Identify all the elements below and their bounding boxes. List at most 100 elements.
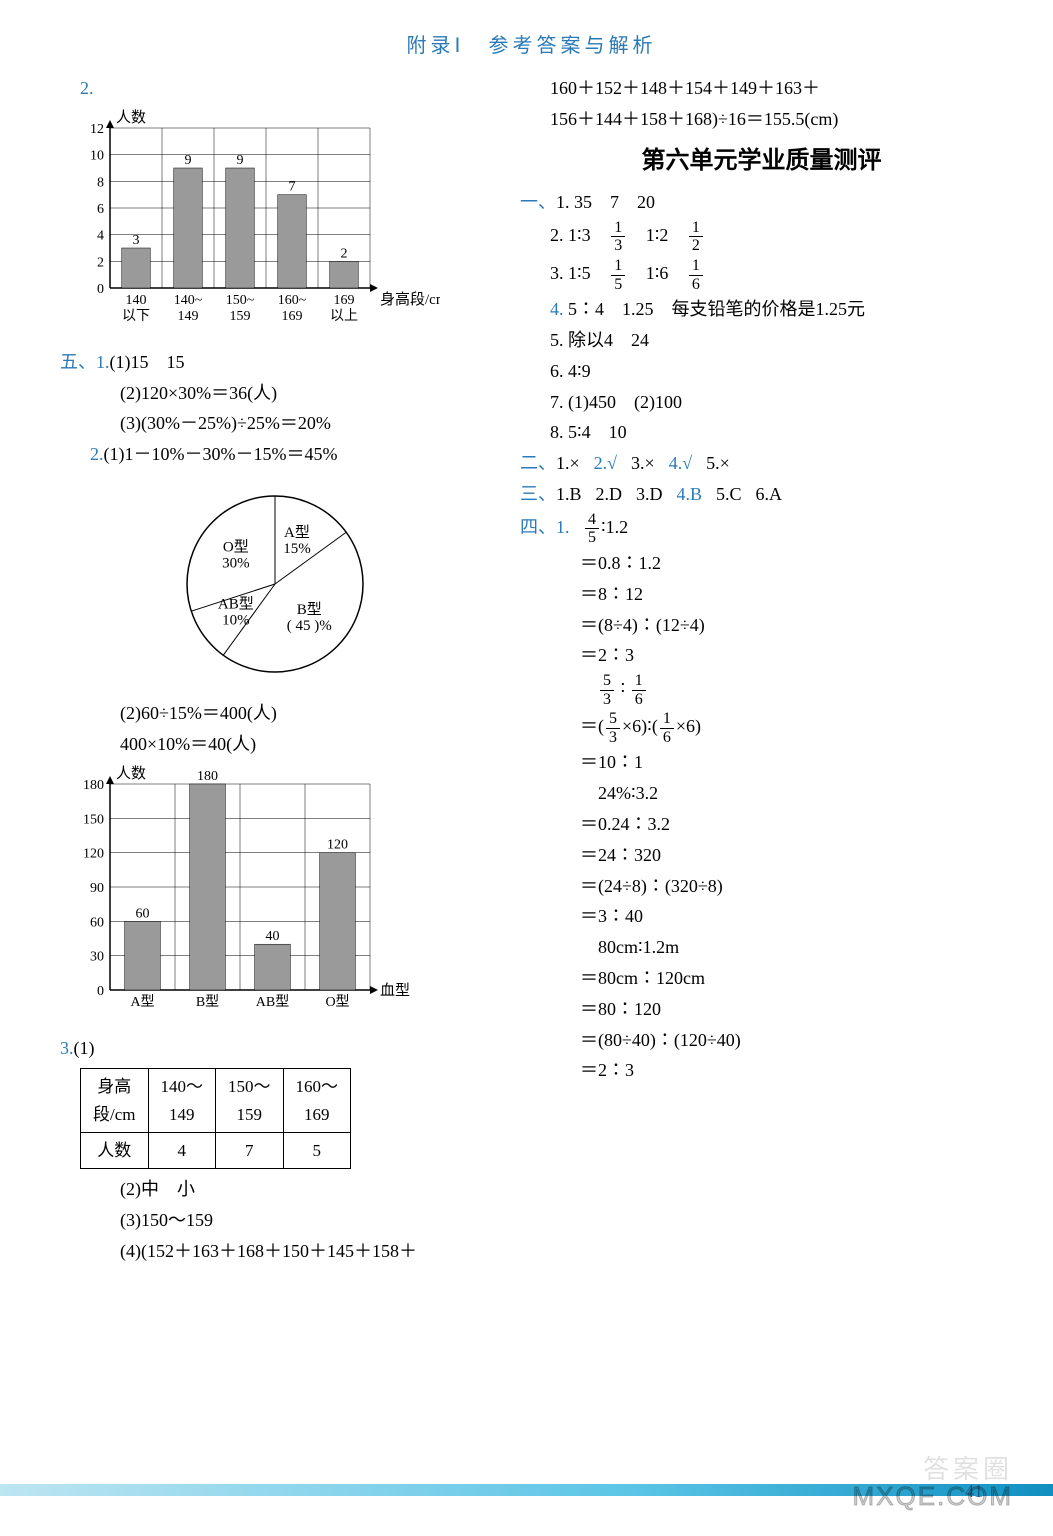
num: 4 bbox=[585, 511, 599, 530]
answer-item: 1.B bbox=[556, 484, 582, 504]
calc-step: ＝2∶3 bbox=[520, 641, 1003, 670]
svg-text:A型: A型 bbox=[130, 994, 154, 1010]
num: 1 bbox=[689, 257, 703, 276]
svg-text:180: 180 bbox=[83, 778, 104, 793]
s4-q1-head4: 80cm∶1.2m bbox=[520, 933, 1003, 962]
num-blue: 4. bbox=[550, 299, 564, 319]
svg-text:7: 7 bbox=[289, 179, 296, 194]
table-cell: 7 bbox=[216, 1132, 284, 1168]
text: 1. 35 7 20 bbox=[556, 192, 655, 212]
svg-text:( 45 )%: ( 45 )% bbox=[287, 618, 332, 634]
s4-q1-head2: 53 ∶ 16 bbox=[520, 672, 1003, 708]
s1-q4: 4. 5∶4 1.25 每支铅笔的价格是1.25元 bbox=[520, 295, 1003, 324]
svg-text:6: 6 bbox=[97, 202, 104, 217]
text: (1) bbox=[74, 1038, 95, 1058]
s4-q1-step2: ＝(53×6)∶(16×6) bbox=[520, 710, 1003, 746]
s5-q3-4: (4)(152＋163＋168＋150＋145＋158＋ bbox=[60, 1237, 490, 1266]
svg-text:160~: 160~ bbox=[278, 293, 307, 308]
svg-text:0: 0 bbox=[97, 984, 104, 999]
svg-text:120: 120 bbox=[83, 846, 104, 861]
svg-text:以下: 以下 bbox=[122, 309, 150, 324]
svg-text:10: 10 bbox=[90, 148, 104, 163]
svg-text:40: 40 bbox=[266, 929, 280, 944]
s5-q3-1: 3.(1) bbox=[60, 1034, 490, 1063]
height-bar-chart: 人数02468101239972140140~150~160~169以下1491… bbox=[60, 108, 490, 338]
s1-q5: 5. 除以4 24 bbox=[520, 326, 1003, 355]
calc-step: ＝0.24∶3.2 bbox=[520, 810, 1003, 839]
text: ×6)∶( bbox=[622, 717, 658, 737]
sec-label: 三、 bbox=[520, 484, 556, 504]
calc-step: ＝(8÷4)∶(12÷4) bbox=[520, 611, 1003, 640]
calc-step: ＝80∶120 bbox=[520, 995, 1003, 1024]
answer-item: 4.√ bbox=[669, 453, 692, 473]
answer-item: 2.D bbox=[596, 484, 623, 504]
svg-text:9: 9 bbox=[237, 153, 244, 168]
text: 1∶2 bbox=[646, 225, 669, 245]
den: 5 bbox=[611, 276, 625, 294]
num: 1 bbox=[689, 219, 703, 238]
svg-text:以上: 以上 bbox=[330, 308, 358, 324]
svg-text:149: 149 bbox=[178, 309, 199, 324]
q2-label: 2. bbox=[80, 74, 490, 103]
s1-q3: 3. 1∶5 15 1∶6 16 bbox=[520, 257, 1003, 293]
calc-step: ＝10∶1 bbox=[520, 748, 1003, 777]
svg-text:人数: 人数 bbox=[116, 765, 146, 782]
svg-text:15%: 15% bbox=[283, 541, 311, 557]
table-cell: 5 bbox=[283, 1132, 351, 1168]
den: 3 bbox=[600, 691, 614, 709]
num: 1 bbox=[660, 710, 674, 729]
svg-text:4: 4 bbox=[97, 228, 104, 243]
s1-q8: 8. 5∶4 10 bbox=[520, 418, 1003, 447]
text: ×6) bbox=[676, 717, 701, 737]
s3-row: 三、1.B 2.D 3.D 4.B 5.C 6.A bbox=[520, 480, 1003, 509]
svg-text:8: 8 bbox=[97, 175, 104, 190]
blood-type-pie-chart: A型15%B型( 45 )%AB型10%O型30% bbox=[160, 479, 390, 689]
svg-text:150: 150 bbox=[83, 812, 104, 827]
num: 1 bbox=[611, 257, 625, 276]
s5-q1-1: 五、1.(1)15 15 bbox=[60, 348, 490, 377]
num: 5 bbox=[600, 672, 614, 691]
text: 3. 1∶5 bbox=[550, 263, 591, 283]
num: 1 bbox=[632, 672, 646, 691]
text: 1∶6 bbox=[646, 263, 669, 283]
svg-text:60: 60 bbox=[90, 915, 104, 930]
table-header-cell: 150～159 bbox=[216, 1069, 284, 1132]
s5-q1-3: (3)(30%－25%)÷25%＝20% bbox=[60, 409, 490, 438]
svg-text:B型: B型 bbox=[297, 601, 322, 618]
blood-bar-chart: 人数03060901201501806018040120A型B型AB型O型血型 bbox=[60, 764, 490, 1024]
q-label: 2. bbox=[90, 444, 104, 464]
svg-text:140: 140 bbox=[126, 293, 147, 308]
watermark-en: MXQE.COM bbox=[853, 1476, 1013, 1518]
den: 6 bbox=[660, 729, 674, 747]
s5-q2-1: 2.(1)1－10%－30%－15%＝45% bbox=[60, 440, 490, 469]
svg-text:血型: 血型 bbox=[380, 982, 410, 999]
carry-line-2: 156＋144＋158＋168)÷16＝155.5(cm) bbox=[520, 105, 1003, 134]
answer-item: 6.A bbox=[756, 484, 783, 504]
s5-q3-2: (2)中 小 bbox=[60, 1175, 490, 1204]
carry-line-1: 160＋152＋148＋154＋149＋163＋ bbox=[520, 74, 1003, 103]
svg-text:10%: 10% bbox=[222, 612, 250, 628]
s1-q2: 2. 1∶3 13 1∶2 12 bbox=[520, 219, 1003, 255]
page-header: 附录Ⅰ 参考答案与解析 bbox=[60, 30, 1003, 62]
calc-step: ＝3∶40 bbox=[520, 902, 1003, 931]
answer-item: 4.B bbox=[677, 484, 703, 504]
s4-q1-head3: 24%∶3.2 bbox=[520, 779, 1003, 808]
calc-step: ＝8∶12 bbox=[520, 580, 1003, 609]
table-header-cell: 160～169 bbox=[283, 1069, 351, 1132]
svg-text:身高段/cm: 身高段/cm bbox=[380, 291, 440, 308]
text: 5∶4 1.25 每支铅笔的价格是1.25元 bbox=[568, 299, 865, 319]
answer-item: 5.C bbox=[716, 484, 742, 504]
q-label: 3. bbox=[60, 1038, 74, 1058]
sec-label: 二、 bbox=[520, 453, 556, 473]
s2-row: 二、1.×2.√3.×4.√5.× bbox=[520, 449, 1003, 478]
s5-q1-2: (2)120×30%＝36(人) bbox=[60, 379, 490, 408]
table-cell: 人数 bbox=[81, 1132, 149, 1168]
svg-text:12: 12 bbox=[90, 122, 104, 137]
den: 3 bbox=[611, 237, 625, 255]
answer-item: 3.× bbox=[631, 453, 655, 473]
s1-q1: 一、1. 35 7 20 bbox=[520, 188, 1003, 217]
svg-text:0: 0 bbox=[97, 282, 104, 297]
right-column: 160＋152＋148＋154＋149＋163＋ 156＋144＋158＋168… bbox=[520, 72, 1003, 1267]
answer-item: 3.D bbox=[636, 484, 663, 504]
calc-step: ＝(80÷40)∶(120÷40) bbox=[520, 1026, 1003, 1055]
